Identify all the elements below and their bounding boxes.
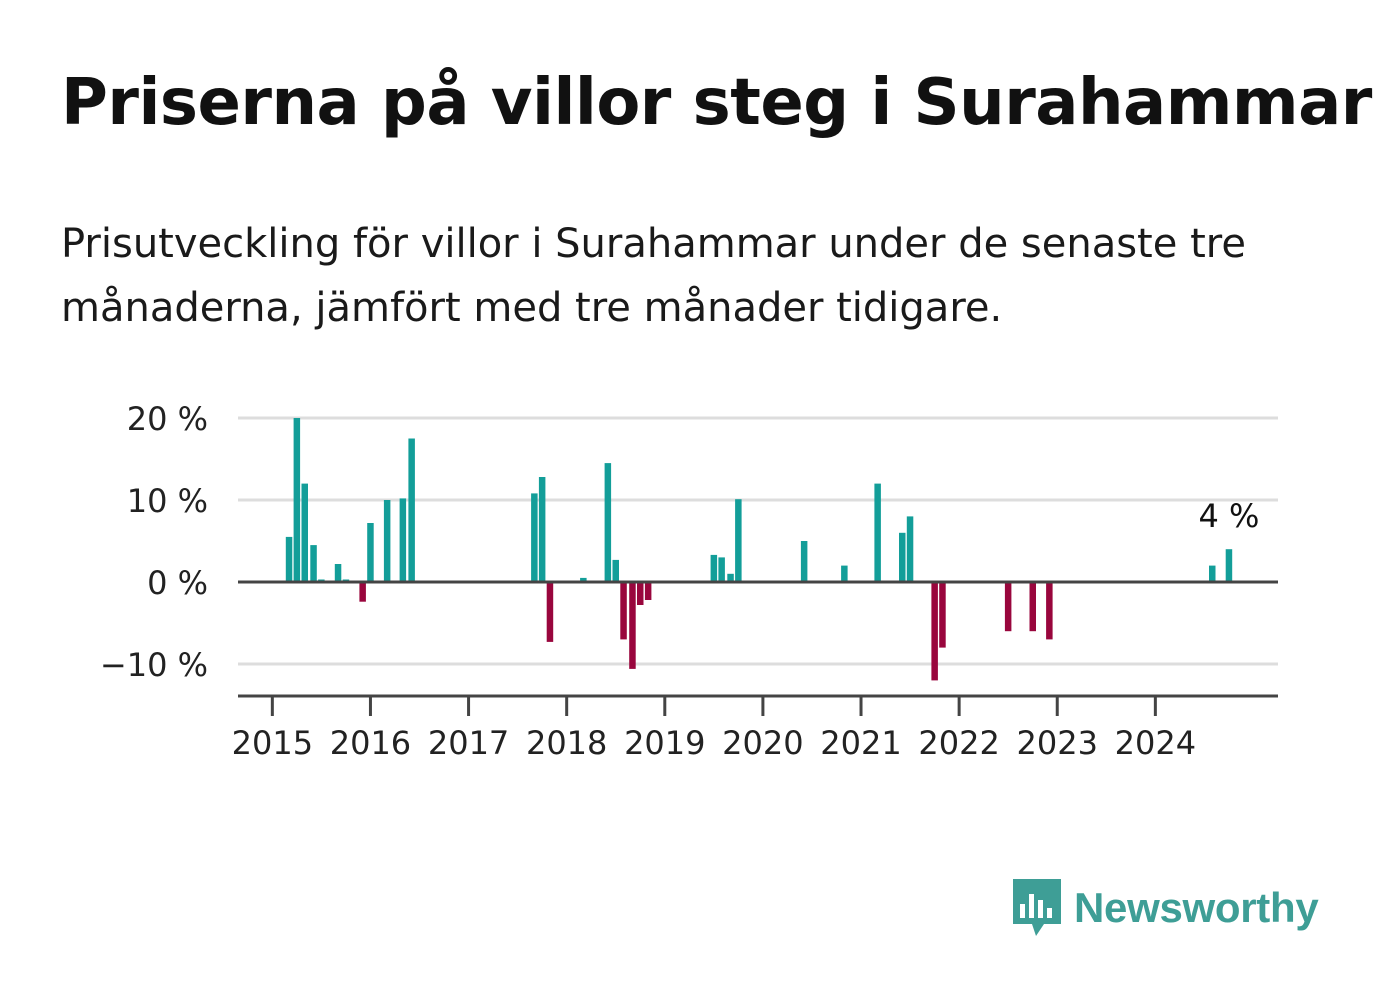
bar [604, 463, 612, 582]
grid-lines [238, 416, 1278, 666]
x-tick-label: 2017 [428, 724, 509, 762]
bar [408, 438, 415, 582]
bar [612, 559, 619, 582]
bar [359, 582, 366, 602]
bar [293, 418, 301, 582]
bar [629, 582, 636, 669]
newsworthy-icon [1013, 879, 1061, 936]
bar [906, 516, 914, 582]
bar [800, 541, 808, 582]
x-tick-label: 2022 [918, 724, 999, 762]
y-tick-label: 10 % [127, 482, 208, 520]
bar [637, 582, 644, 605]
bar [1004, 582, 1012, 632]
y-tick-label: −10 % [100, 646, 208, 684]
bar [1046, 582, 1053, 640]
bars [285, 418, 1233, 681]
bar [383, 500, 391, 582]
bar [334, 564, 342, 582]
brand-name: Newsworthy [1074, 884, 1319, 931]
bar [735, 499, 742, 582]
bar [285, 536, 293, 582]
bar [1209, 565, 1216, 582]
x-tick-label: 2019 [624, 724, 705, 762]
bar [367, 523, 374, 582]
bar [727, 573, 734, 582]
bar [874, 483, 881, 582]
bar [620, 582, 627, 640]
y-tick-label: 20 % [127, 400, 208, 438]
x-tick-label: 2020 [722, 724, 803, 762]
x-axis-ticks: 2015 2016 2017 2018 2019 2020 2021 2022 2023 2024 [232, 696, 1196, 762]
bar [931, 582, 938, 681]
x-tick-label: 2016 [330, 724, 411, 762]
y-axis-labels: 20 % 10 % 0 % −10 % [100, 400, 208, 684]
bar [301, 483, 308, 582]
bar [644, 582, 652, 600]
last-value-annotation: 4 % [1198, 497, 1259, 535]
bar [899, 532, 906, 582]
x-tick-label: 2021 [820, 724, 901, 762]
chart-subtitle: Prisutveckling för villor i Surahammar u… [61, 221, 1246, 331]
x-tick-label: 2015 [232, 724, 313, 762]
bar [546, 582, 554, 642]
chart-title: Priserna på villor steg i Surahammar [61, 66, 1372, 140]
bar [538, 477, 546, 582]
bar [1029, 582, 1036, 632]
bar [531, 493, 538, 582]
bar [399, 498, 407, 582]
bar-chart: 20 % 10 % 0 % −10 % 2015 2016 2017 2018 2019 202… [100, 400, 1278, 762]
bar [710, 554, 718, 582]
x-tick-label: 2018 [526, 724, 607, 762]
y-tick-label: 0 % [147, 564, 208, 602]
x-tick-label: 2024 [1115, 724, 1196, 762]
bar [718, 557, 725, 582]
newsworthy-logo: Newsworthy [1010, 876, 1319, 940]
bar [580, 577, 587, 582]
bar [1225, 549, 1233, 582]
bar [939, 582, 946, 648]
bar [841, 565, 848, 582]
x-tick-label: 2023 [1017, 724, 1098, 762]
bar [310, 545, 317, 582]
